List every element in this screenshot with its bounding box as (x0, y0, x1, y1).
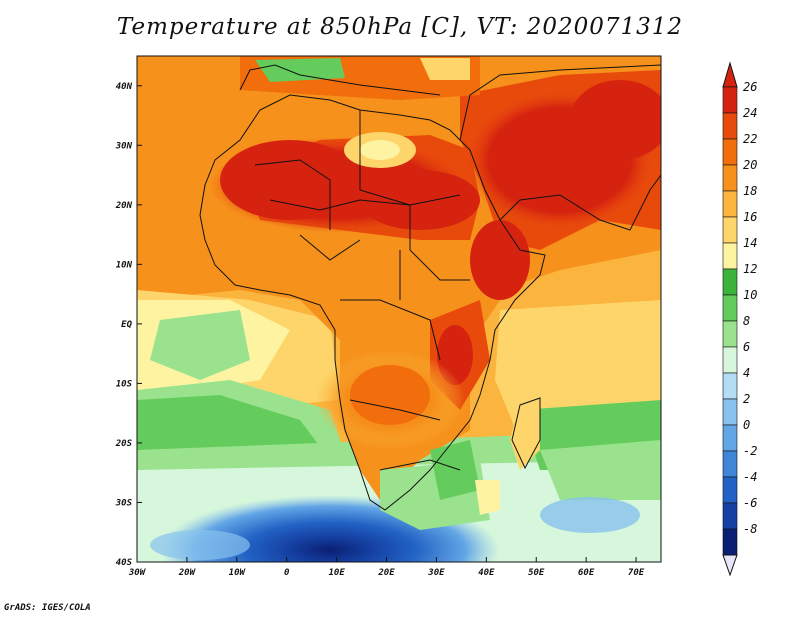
lon-tick-label: 30E (427, 568, 445, 578)
colorbar-label: 8 (743, 314, 750, 328)
latitude-ticks: 40N 30N 20N 10N EQ 10S 20S 30S 40S (115, 82, 142, 568)
lat-tick-label: 40S (116, 558, 133, 568)
colorbar-top-arrow (722, 61, 738, 88)
lon-tick-label: 30W (128, 568, 147, 578)
lat-tick-label: 10S (116, 379, 133, 389)
colorbar-label: -4 (743, 470, 757, 484)
longitude-ticks: 30W 20W 10W 0 10E 20E 30E 40E 50E 60E 70E (128, 557, 645, 578)
colorbar-swatch (722, 242, 738, 270)
colorbar-swatch (722, 398, 738, 426)
colorbar-label: -8 (743, 522, 757, 536)
lat-tick-label: EQ (121, 320, 132, 330)
colorbar-swatch (722, 450, 738, 478)
lon-tick-label: 20W (178, 568, 197, 578)
lon-tick-label: 10W (229, 568, 247, 578)
colorbar-label: 14 (743, 236, 757, 250)
map-frame (136, 55, 662, 563)
colorbar-swatch (722, 346, 738, 374)
colorbar-label: -2 (743, 444, 757, 458)
colorbar-swatch (722, 138, 738, 166)
colorbar-swatch (722, 190, 738, 218)
colorbar-swatch (722, 320, 738, 348)
lon-tick-label: 70E (628, 568, 645, 578)
colorbar-label: 20 (743, 158, 757, 172)
lat-tick-label: 10N (116, 260, 133, 270)
colorbar-swatch (722, 164, 738, 192)
temperature-field (137, 56, 661, 562)
colorbar-swatch (722, 502, 738, 530)
colorbar-label: 16 (743, 210, 757, 224)
colorbar-label: 26 (743, 80, 757, 94)
lon-tick-label: 50E (528, 568, 545, 578)
colorbar-swatch (722, 216, 738, 244)
lat-tick-label: 30N (115, 141, 133, 151)
colorbar-label: 4 (743, 366, 750, 380)
lat-tick-label: 20S (115, 439, 133, 449)
colorbar-swatch (722, 424, 738, 452)
colorbar-bottom-arrow (722, 554, 738, 577)
colorbar-label: 24 (743, 106, 757, 120)
lon-tick-label: 60E (578, 568, 595, 578)
colorbar-label: 10 (743, 288, 757, 302)
lat-tick-label: 20N (115, 201, 133, 211)
colorbar-swatch (722, 112, 738, 140)
colorbar-label: 2 (743, 392, 750, 406)
lon-tick-label: 20E (377, 568, 395, 578)
colorbar-swatch (722, 372, 738, 400)
colorbar-label: 12 (743, 262, 757, 276)
chart-title: Temperature at 850hPa [C], VT: 202007131… (116, 14, 684, 40)
colorbar-swatch (722, 528, 738, 556)
lon-tick-label: 40E (478, 568, 495, 578)
coastlines (199, 64, 661, 511)
colorbar-label: 22 (743, 132, 757, 146)
lat-tick-label: 30S (115, 498, 133, 508)
lat-tick-label: 40N (116, 82, 133, 92)
colorbar-label: -6 (743, 496, 757, 510)
lon-tick-label: 0 (284, 568, 290, 578)
lon-tick-label: 10E (328, 568, 345, 578)
colorbar-swatch (722, 86, 738, 114)
colorbar-label: 6 (743, 340, 750, 354)
colorbar-label: 0 (743, 418, 750, 432)
credit-text: GrADS: IGES/COLA (4, 603, 91, 613)
colorbar-label: 18 (743, 184, 757, 198)
colorbar-swatch (722, 476, 738, 504)
colorbar-swatch (722, 268, 738, 296)
colorbar-swatch (722, 294, 738, 322)
